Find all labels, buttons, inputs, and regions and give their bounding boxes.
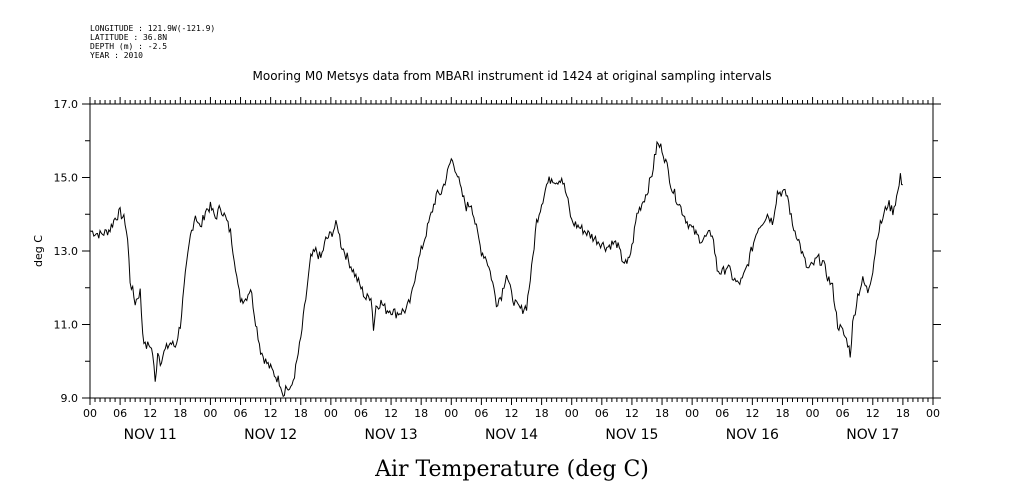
mooring-metadata: LONGITUDE : 121.9W(-121.9) LATITUDE : 36… bbox=[90, 24, 215, 60]
day-label: NOV 11 bbox=[124, 427, 177, 443]
day-labels: NOV 11 NOV 12 NOV 13 NOV 14 NOV 15 NOV 16 NOV … bbox=[124, 427, 900, 443]
x-tick-label: 12 bbox=[264, 407, 278, 420]
x-tick-label: 00 bbox=[203, 407, 217, 420]
y-tick-label: 17.0 bbox=[54, 98, 79, 111]
x-tick-label: 18 bbox=[173, 407, 187, 420]
y-tick-labels: 9.0 11.0 13.0 15.0 17.0 bbox=[54, 98, 79, 405]
x-tick-label: 12 bbox=[143, 407, 157, 420]
x-tick-label: 18 bbox=[896, 407, 910, 420]
x-tick-label: 18 bbox=[775, 407, 789, 420]
y-tick-label: 13.0 bbox=[54, 245, 79, 258]
y-tick-label: 9.0 bbox=[61, 392, 79, 405]
axis-ticks bbox=[82, 97, 941, 405]
y-tick-label: 15.0 bbox=[54, 172, 79, 185]
depth-label: DEPTH (m) : -2.5 bbox=[90, 42, 167, 51]
day-label: NOV 13 bbox=[365, 427, 418, 443]
x-tick-label: 00 bbox=[444, 407, 458, 420]
x-tick-label: 06 bbox=[113, 407, 127, 420]
day-label: NOV 17 bbox=[846, 427, 899, 443]
y-tick-label: 11.0 bbox=[54, 319, 79, 332]
x-tick-label: 06 bbox=[474, 407, 488, 420]
x-tick-label: 12 bbox=[625, 407, 639, 420]
day-label: NOV 15 bbox=[605, 427, 658, 443]
x-tick-label: 06 bbox=[234, 407, 248, 420]
x-tick-labels: 00 06 12 18 00 06 12 18 00 06 12 18 00 06 12 18 00 06 12 18… bbox=[83, 407, 940, 420]
day-label: NOV 14 bbox=[485, 427, 538, 443]
x-tick-label: 12 bbox=[866, 407, 880, 420]
plot-frame bbox=[89, 103, 934, 399]
x-tick-label: 00 bbox=[83, 407, 97, 420]
x-tick-label: 00 bbox=[565, 407, 579, 420]
x-tick-label: 18 bbox=[294, 407, 308, 420]
x-tick-label: 00 bbox=[685, 407, 699, 420]
x-tick-label: 18 bbox=[414, 407, 428, 420]
x-tick-label: 12 bbox=[384, 407, 398, 420]
x-tick-label: 18 bbox=[655, 407, 669, 420]
x-tick-label: 00 bbox=[926, 407, 940, 420]
chart-title: Mooring M0 Metsys data from MBARI instru… bbox=[253, 69, 772, 83]
year-label: YEAR : 2010 bbox=[90, 51, 143, 60]
x-tick-label: 12 bbox=[505, 407, 519, 420]
x-tick-label: 12 bbox=[745, 407, 759, 420]
temperature-series-line bbox=[89, 140, 903, 398]
longitude-label: LONGITUDE : 121.9W(-121.9) bbox=[90, 24, 215, 33]
x-tick-label: 06 bbox=[715, 407, 729, 420]
latitude-label: LATITUDE : 36.8N bbox=[90, 33, 167, 42]
x-tick-label: 06 bbox=[836, 407, 850, 420]
x-tick-label: 00 bbox=[324, 407, 338, 420]
x-tick-label: 06 bbox=[595, 407, 609, 420]
x-tick-label: 06 bbox=[354, 407, 368, 420]
day-label: NOV 12 bbox=[244, 427, 297, 443]
x-axis-label: Air Temperature (deg C) bbox=[374, 457, 649, 482]
x-tick-label: 00 bbox=[806, 407, 820, 420]
x-tick-label: 18 bbox=[535, 407, 549, 420]
y-axis-label: deg C bbox=[32, 235, 45, 267]
day-label: NOV 16 bbox=[726, 427, 779, 443]
